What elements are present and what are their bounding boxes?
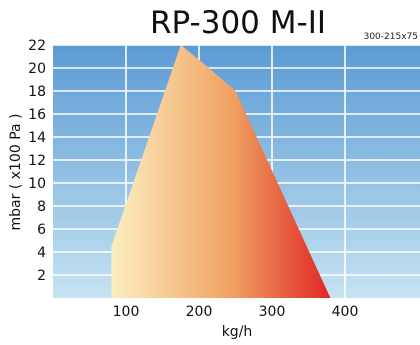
x-tick-labels: 100 200 300 400 [113,304,359,320]
y-tick-label: 16 [28,107,46,123]
y-tick-label: 10 [28,176,46,192]
x-tick-label: 200 [186,304,213,320]
y-tick-label: 8 [37,199,46,215]
y-tick-label: 22 [28,38,46,54]
data-area-layer [111,45,331,298]
x-tick-label: 400 [332,304,359,320]
x-axis-label: kg/h [222,324,253,340]
y-tick-labels: 2 4 6 8 10 12 14 16 18 20 22 [28,38,46,284]
y-tick-label: 18 [28,84,46,100]
x-tick-label: 300 [259,304,286,320]
y-tick-label: 2 [37,268,46,284]
y-tick-label: 14 [28,130,46,146]
operating-range-area [111,45,331,298]
x-tick-label: 100 [113,304,140,320]
y-tick-label: 12 [28,153,46,169]
y-tick-label: 20 [28,61,46,77]
chart-subtitle: 300-215x75 [364,32,418,42]
y-tick-label: 4 [37,245,46,261]
y-axis-label: mbar ( x100 Pa ) [8,114,24,231]
chart-title: RP-300 M-II [150,5,326,41]
y-tick-label: 6 [37,222,46,238]
